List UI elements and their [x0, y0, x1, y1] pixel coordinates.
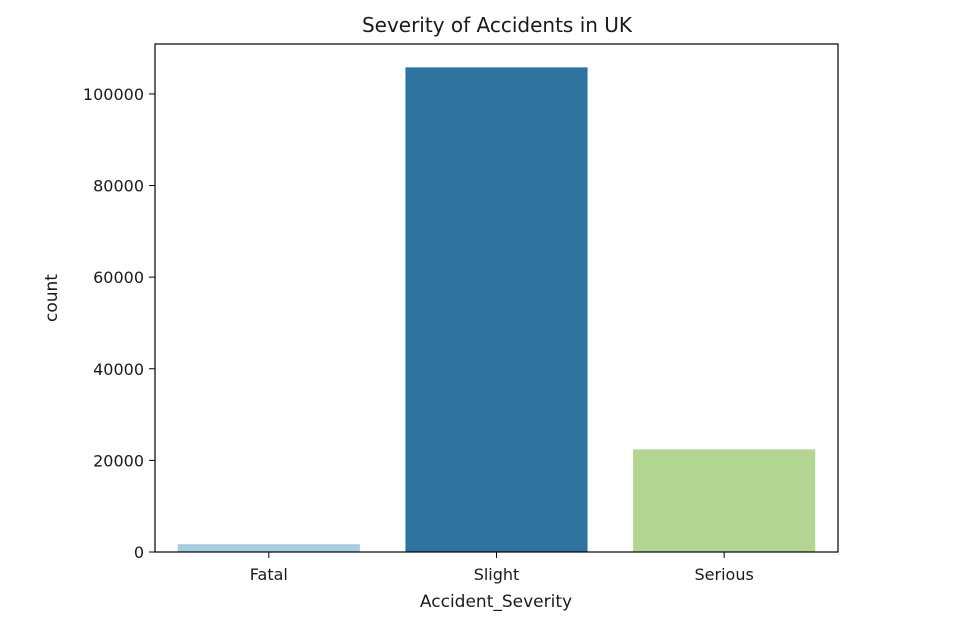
chart-title: Severity of Accidents in UK [362, 13, 633, 37]
bar-fatal [177, 544, 360, 552]
y-axis-label: count [42, 274, 62, 322]
y-tick-label-0: 0 [134, 543, 144, 562]
y-axis-ticks: 0 20000 40000 60000 80000 100000 [83, 85, 155, 562]
x-axis-label: Accident_Severity [420, 592, 572, 612]
y-tick-label-20000: 20000 [93, 451, 144, 470]
y-tick-label-80000: 80000 [93, 177, 144, 196]
x-axis-ticks: Fatal Slight Serious [250, 552, 754, 584]
bar-serious [633, 449, 816, 552]
y-tick-label-40000: 40000 [93, 360, 144, 379]
plot-frame [154, 43, 839, 553]
bars-group [177, 67, 816, 553]
x-tick-label-slight: Slight [474, 565, 520, 584]
x-tick-label-serious: Serious [695, 565, 754, 584]
bar-slight [405, 67, 588, 553]
y-tick-label-60000: 60000 [93, 268, 144, 287]
x-tick-label-fatal: Fatal [250, 565, 288, 584]
y-tick-label-100000: 100000 [83, 85, 144, 104]
